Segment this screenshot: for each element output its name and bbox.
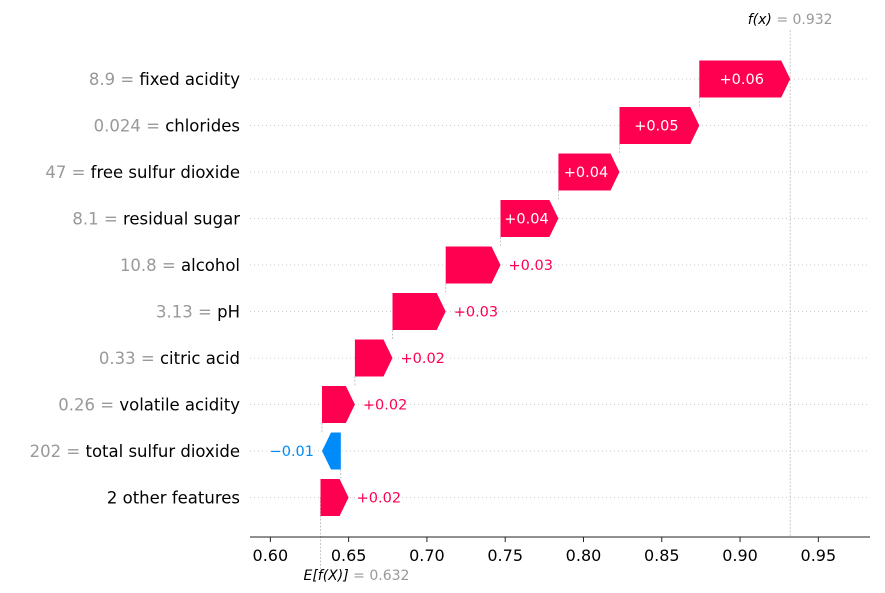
feature-value: 0.33 = xyxy=(99,349,160,368)
bar-positive xyxy=(322,386,355,423)
x-tick-label: 0.85 xyxy=(644,546,680,565)
bar-positive xyxy=(558,153,620,191)
feature-name: total sulfur dioxide xyxy=(85,442,240,461)
feature-label: 0.26 = volatile acidity xyxy=(58,396,240,415)
output-value-number: = 0.932 xyxy=(776,12,832,28)
x-tick-label: 0.95 xyxy=(801,546,837,565)
feature-value: 3.13 = xyxy=(156,303,217,322)
feature-label: 8.9 = fixed acidity xyxy=(89,70,240,89)
feature-name: free sulfur dioxide xyxy=(91,163,240,182)
feature-label: 10.8 = alcohol xyxy=(120,256,240,275)
contribution-label: +0.04 xyxy=(504,212,548,228)
x-tick-label: 0.70 xyxy=(409,546,445,565)
feature-value: 47 = xyxy=(45,163,90,182)
feature-name: 2 other features xyxy=(107,489,240,508)
feature-name: citric acid xyxy=(160,349,240,368)
feature-name: alcohol xyxy=(181,256,240,275)
feature-value: 8.9 = xyxy=(89,70,140,89)
x-tick-label: 0.80 xyxy=(566,546,602,565)
contribution-label: +0.04 xyxy=(564,165,608,181)
feature-label: 0.024 = chlorides xyxy=(94,117,240,136)
feature-value: 8.1 = xyxy=(72,210,123,229)
feature-name: residual sugar xyxy=(123,210,240,229)
feature-value: 10.8 = xyxy=(120,256,181,275)
bar-positive xyxy=(445,246,501,284)
feature-label: 8.1 = residual sugar xyxy=(72,210,240,229)
feature-label: 202 = total sulfur dioxide xyxy=(30,442,240,461)
feature-value: 202 = xyxy=(30,442,86,461)
feature-label: 0.33 = citric acid xyxy=(99,349,240,368)
feature-value: 0.26 = xyxy=(58,396,119,415)
feature-name: volatile acidity xyxy=(119,396,240,415)
contribution-label: +0.06 xyxy=(720,72,764,88)
x-tick-label: 0.65 xyxy=(331,546,367,565)
bar-positive xyxy=(619,107,700,144)
feature-name: pH xyxy=(217,303,240,322)
output-value-symbol: f(x) xyxy=(748,12,777,28)
contribution-label: +0.02 xyxy=(363,398,407,414)
x-tick-label: 0.75 xyxy=(487,546,523,565)
contribution-label: +0.02 xyxy=(357,491,401,507)
x-tick-label: 0.60 xyxy=(253,546,289,565)
base-value-number: = 0.632 xyxy=(353,568,409,584)
feature-label: 47 = free sulfur dioxide xyxy=(45,163,240,182)
x-tick-label: 0.90 xyxy=(722,546,758,565)
contribution-label: +0.03 xyxy=(454,305,498,321)
feature-name: fixed acidity xyxy=(139,70,240,89)
contribution-label: +0.05 xyxy=(634,119,678,135)
base-value-symbol: E[f(X)] xyxy=(303,568,353,584)
bar-positive xyxy=(354,339,393,377)
bar-positive xyxy=(320,479,349,516)
feature-name: chlorides xyxy=(165,117,240,136)
bar-positive xyxy=(392,293,446,330)
output-value-label: f(x) = 0.932 xyxy=(748,12,833,28)
base-value-label: E[f(X)] = 0.632 xyxy=(303,568,409,584)
bar-positive xyxy=(699,60,791,98)
contribution-label: +0.02 xyxy=(400,351,444,367)
contribution-label: −0.01 xyxy=(270,444,314,460)
feature-label: 3.13 = pH xyxy=(156,303,240,322)
feature-label: 2 other features xyxy=(107,489,240,508)
contribution-label: +0.03 xyxy=(509,258,553,274)
feature-value: 0.024 = xyxy=(94,117,166,136)
bar-negative xyxy=(322,432,341,470)
bar-positive xyxy=(500,200,559,237)
